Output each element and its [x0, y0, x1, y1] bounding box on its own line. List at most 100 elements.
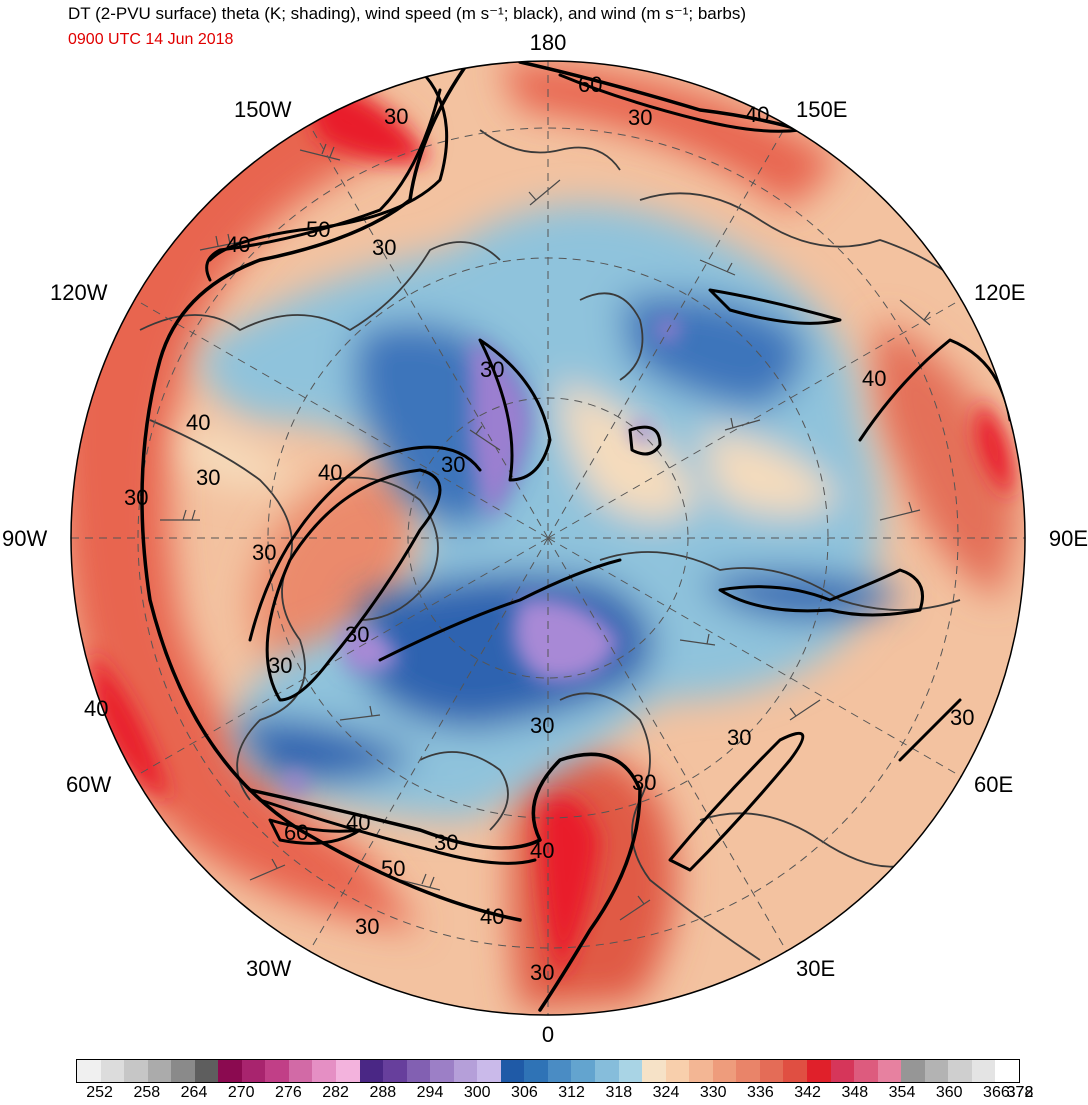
contour-label: 40 — [346, 810, 370, 835]
colorbar-tick-label: 354 — [888, 1084, 916, 1101]
colorbar-swatch — [406, 1060, 431, 1082]
longitude-labels: 180 0 90W 90E 150W 120W 60W 30W 150E 120… — [2, 30, 1088, 1047]
colorbar-tick-label: 288 — [369, 1084, 397, 1101]
lon-label-60e: 60E — [974, 772, 1013, 797]
warm-band-east — [873, 320, 1020, 600]
colorbar-swatch — [524, 1060, 548, 1082]
contour-label: 30 — [384, 104, 408, 129]
lon-label-120w: 120W — [50, 280, 108, 305]
colorbar-tick-label: 324 — [652, 1084, 680, 1101]
colorbar-swatch — [877, 1060, 902, 1082]
contour-label: 60 — [284, 820, 308, 845]
contour-label: 30 — [124, 485, 148, 510]
contour-label: 40 — [84, 696, 108, 721]
contour-label: 40 — [186, 410, 210, 435]
jet-contour-canada — [265, 468, 442, 702]
colorbar-swatch — [124, 1060, 148, 1082]
colorbar-swatch — [971, 1060, 996, 1082]
colorbar-swatch — [571, 1060, 596, 1082]
colorbar-swatch — [77, 1060, 101, 1082]
warm-band-west — [71, 70, 420, 930]
contour-label: 50 — [306, 217, 330, 242]
graticule — [71, 61, 1025, 1015]
contour-label: 30 — [434, 830, 458, 855]
colorbar-tick-label: 336 — [747, 1084, 774, 1101]
colorbar-swatch — [218, 1060, 242, 1082]
lon-label-0: 0 — [542, 1022, 554, 1047]
contour-label: 30 — [372, 235, 396, 260]
colorbar-tick-label: 282 — [322, 1084, 349, 1101]
colorbar-tick-label: 264 — [180, 1084, 208, 1101]
neutral-swirl-1 — [560, 380, 700, 520]
contour-label: 30 — [632, 770, 656, 795]
hot-core-atlantic — [539, 795, 600, 980]
colorbar-tick-label: 330 — [699, 1084, 727, 1101]
colorbar-swatch — [618, 1060, 643, 1082]
colorbar-swatch — [453, 1060, 478, 1082]
colorbar-tick-label: 252 — [86, 1084, 113, 1101]
colorbar-tick-label: 270 — [227, 1084, 255, 1101]
valid-time: 0900 UTC 14 Jun 2018 — [68, 31, 234, 48]
lon-label-30e: 30E — [796, 956, 835, 981]
colorbar-tick-label: 294 — [416, 1084, 444, 1101]
colorbar-swatch — [383, 1060, 407, 1082]
lon-label-30w: 30W — [246, 956, 291, 981]
purple-min-6 — [632, 422, 652, 442]
colorbar-swatch — [336, 1060, 360, 1082]
colorbar-swatch — [100, 1060, 125, 1082]
colorbar-swatch — [500, 1060, 525, 1082]
contour-label: 30 — [530, 960, 554, 985]
theta-shading — [71, 61, 1025, 1015]
purple-min-4 — [283, 770, 307, 794]
neutral-swirl-2 — [700, 430, 840, 515]
colorbar-tick-label: 258 — [133, 1084, 161, 1101]
contour-label: 30 — [196, 465, 220, 490]
contour-label: 40 — [226, 232, 250, 257]
colorbar-swatch — [241, 1060, 266, 1082]
jet-contour-pacific — [208, 68, 449, 262]
contour-label: 30 — [727, 725, 751, 750]
contour-label: 30 — [252, 540, 276, 565]
colorbar-tick-label: 348 — [841, 1084, 869, 1101]
colorbar-swatch — [430, 1060, 454, 1082]
contour-label: 40 — [318, 460, 342, 485]
warm-band-north — [500, 61, 840, 210]
contour-label: 40 — [862, 366, 886, 391]
contour-label: 30 — [628, 105, 652, 130]
colorbar-tick-label: 342 — [794, 1084, 821, 1101]
colorbar-swatch — [712, 1060, 737, 1082]
lon-label-90e: 90E — [1049, 526, 1088, 551]
lon-label-120e: 120E — [974, 280, 1025, 305]
colorbar-swatch — [288, 1060, 313, 1082]
neutral-swirl-3 — [180, 420, 300, 488]
lon-label-180: 180 — [530, 30, 567, 55]
colorbar-swatch — [595, 1060, 619, 1082]
hot-core-siberia — [975, 400, 1012, 500]
colorbar-swatch — [736, 1060, 760, 1082]
contour-label: 40 — [530, 838, 554, 863]
jet-contour-east-2 — [718, 568, 924, 617]
colorbar-tick-label: 372 — [1006, 1084, 1034, 1101]
lon-label-90w: 90W — [2, 526, 47, 551]
colorbar-swatch — [783, 1060, 807, 1082]
colorbar-swatch — [924, 1060, 949, 1082]
purple-min-2 — [513, 598, 620, 682]
colorbar-swatch — [948, 1060, 972, 1082]
contour-label: 50 — [381, 856, 405, 881]
colorbar-tick-label: 366 — [983, 1084, 1010, 1101]
contour-label: 30 — [441, 452, 465, 477]
colorbar-tick-label: 300 — [463, 1084, 491, 1101]
polar-map: 30 60 30 40 40 50 30 30 40 40 30 40 30 3… — [2, 30, 1088, 1047]
lon-label-60w: 60W — [66, 772, 111, 797]
contour-label: 30 — [345, 622, 369, 647]
contour-label: 30 — [355, 914, 379, 939]
colorbar-swatch — [830, 1060, 855, 1082]
colorbar-ticks: 252 258 264 270 276 282 288 294 300 306 312 318 324 3… — [76, 1084, 1033, 1104]
contour-label: 60 — [578, 72, 602, 97]
colorbar-swatch — [759, 1060, 784, 1082]
lon-label-150w: 150W — [234, 97, 292, 122]
jet-contour-canada-2 — [248, 445, 482, 642]
cold-core-5 — [230, 718, 420, 783]
contour-label: 30 — [480, 357, 504, 382]
cold-core-4 — [700, 572, 900, 620]
